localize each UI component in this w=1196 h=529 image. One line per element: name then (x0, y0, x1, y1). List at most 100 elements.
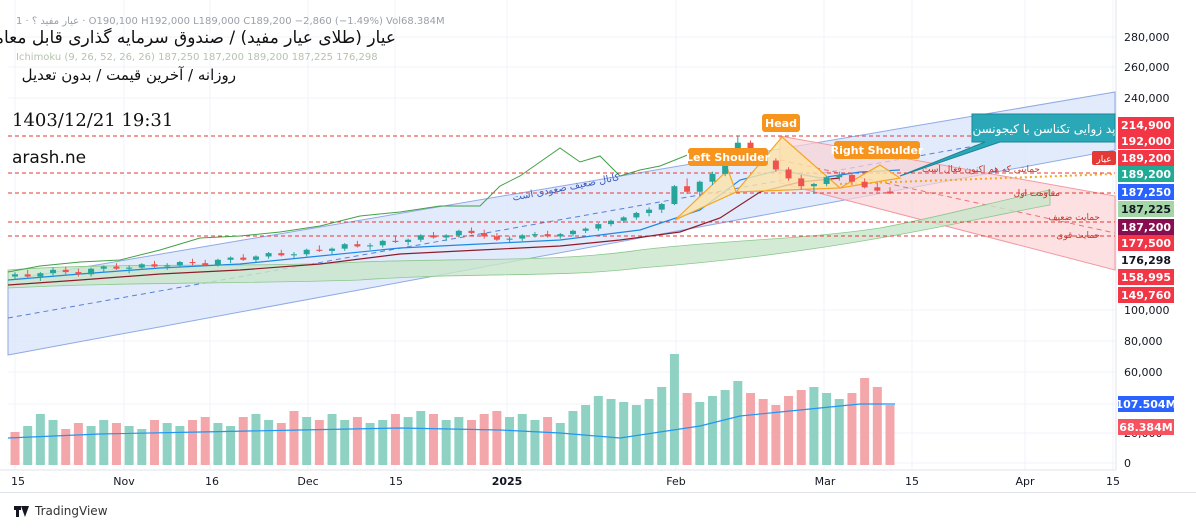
price-level-text: 189,200 (1121, 152, 1171, 165)
right-shoulder-label: Right Shoulder (831, 141, 924, 159)
candle-body (531, 234, 538, 236)
volume-bar (289, 411, 299, 465)
annotation-active-support: حمایتی که هم اکنون فعال است (922, 165, 1040, 175)
time-tick-label: Dec (297, 475, 318, 488)
price-level-box (1118, 235, 1174, 251)
volume-bar (454, 417, 464, 465)
candle (75, 268, 82, 277)
volume-bar (479, 414, 489, 465)
candle-body (506, 238, 513, 240)
volume-bar (251, 414, 261, 465)
datetime-stamp: 1403/12/21 19:31 (12, 110, 174, 131)
candle-body (367, 245, 374, 247)
price-level-text: 177,500 (1121, 237, 1171, 250)
candle-body (582, 228, 589, 231)
candle-body (455, 230, 462, 236)
candle-body (176, 262, 183, 266)
candle (126, 265, 133, 274)
time-tick-label: 15 (389, 475, 403, 488)
candle-body (341, 244, 348, 249)
candle (544, 230, 551, 238)
candle-body (75, 272, 82, 275)
volume-bar (403, 417, 413, 465)
candle (696, 180, 703, 197)
candle-body (329, 248, 336, 251)
price-level-text: 187,200 (1121, 221, 1171, 234)
price-level-label: 187,225 (1118, 201, 1174, 217)
volume-bar (644, 399, 654, 465)
candle (531, 231, 538, 238)
candle (443, 234, 450, 241)
volume-bar (35, 414, 45, 465)
candle-body (443, 235, 450, 238)
time-tick-label: 15 (1106, 475, 1120, 488)
volume-bar (162, 423, 172, 465)
candle (252, 255, 259, 263)
candle-body (646, 209, 653, 213)
volume-bar (834, 399, 844, 465)
volume-ma-line (7, 403, 895, 439)
callout-text: پد زوایی تکناسن با کیجونسن (972, 122, 1115, 137)
channel-midline (7, 120, 1116, 319)
price-level-text: 176,298 (1121, 254, 1171, 267)
candle-body (633, 212, 640, 218)
tradingview-brand[interactable]: TradingView (14, 504, 108, 518)
price-tick-label: 100,000 (1124, 304, 1170, 317)
candle-body (887, 191, 893, 194)
price-tick-label: 80,000 (1124, 335, 1163, 348)
candle-body (62, 269, 69, 273)
candle (151, 260, 158, 268)
candle (646, 207, 653, 217)
volume-bar (302, 417, 312, 465)
volume-bar (340, 420, 350, 465)
price-tick-label: 280,000 (1124, 31, 1170, 44)
candle-body (24, 274, 31, 277)
price-level-label: 177,500 (1118, 235, 1174, 251)
candle (582, 227, 589, 234)
candle-body (164, 265, 171, 267)
volume-bar (860, 378, 870, 465)
kijun-line (7, 177, 841, 286)
candle (874, 182, 881, 192)
volume-bar (149, 420, 159, 465)
candle-body (354, 244, 361, 247)
volume-bar (276, 423, 286, 465)
candle (113, 263, 120, 270)
time-tick-label: 15 (11, 475, 25, 488)
volume-bar (226, 426, 236, 465)
chart-subtitle: روزانه / آخرین قیمت / بدون تعدیل (21, 66, 236, 84)
price-level-box (1118, 133, 1174, 149)
candle (493, 233, 500, 241)
price-level-box (1118, 219, 1174, 235)
volume-bar (530, 420, 540, 465)
symbol-tag-box (1092, 151, 1116, 165)
candle (772, 158, 779, 172)
candle-body (37, 273, 44, 277)
candle-body (772, 160, 779, 170)
volume-bar (669, 354, 679, 465)
volume-label-text: 68.384M (1119, 421, 1172, 434)
volume-bar (695, 402, 705, 465)
price-level-box (1118, 201, 1174, 217)
chart-title: عیار (طلای عیار مفید) / صندوق سرمایه گذا… (0, 28, 396, 48)
candle (240, 254, 247, 261)
price-tick-label: 60,000 (1124, 366, 1163, 379)
price-level-text: 158,995 (1121, 271, 1171, 284)
lagging-span (7, 147, 701, 273)
volume-bar (99, 420, 109, 465)
candle (620, 216, 627, 223)
volume-bar (505, 417, 515, 465)
candle-body (785, 169, 792, 179)
candle-body (290, 254, 297, 256)
candle (88, 267, 95, 277)
candle-body (481, 233, 488, 237)
candle (303, 248, 310, 257)
candle (405, 238, 412, 246)
candle-body (874, 187, 881, 191)
price-level-box (1118, 252, 1174, 268)
candle (354, 240, 361, 248)
candle-body (189, 262, 196, 264)
volume-bar (416, 411, 426, 465)
